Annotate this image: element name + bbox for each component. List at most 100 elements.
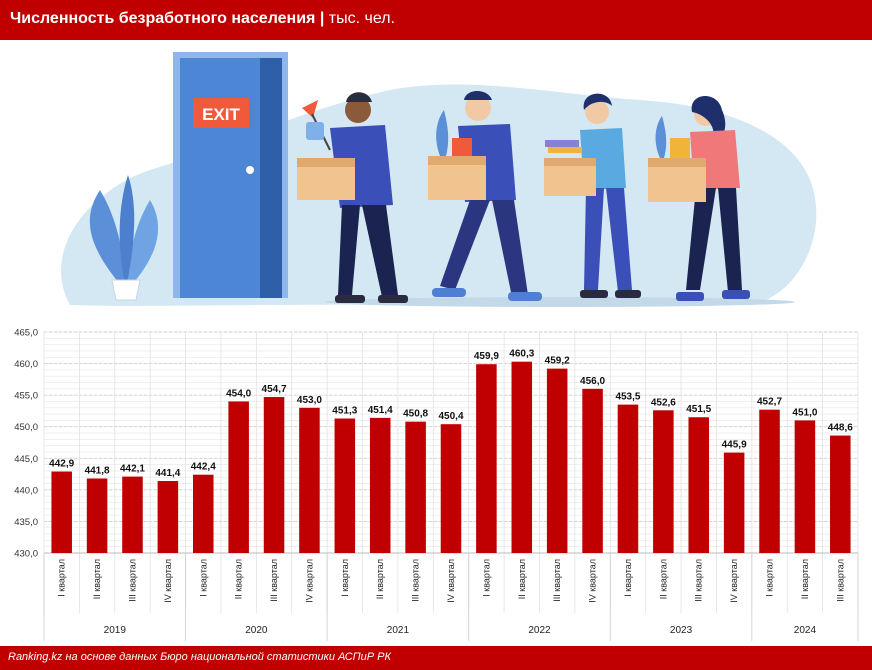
y-tick-label: 435,0 xyxy=(14,517,38,528)
year-labels: 2019 2020 2021 2022 2023 2024 xyxy=(43,553,859,641)
bar xyxy=(653,410,674,553)
bar xyxy=(192,474,214,553)
data-label: 445,9 xyxy=(722,440,747,451)
bar xyxy=(617,404,639,553)
data-label: 453,5 xyxy=(615,392,640,403)
bar xyxy=(476,364,497,553)
bar xyxy=(759,409,780,553)
x-tick-label: I квартал xyxy=(481,559,491,597)
x-tick-label: I квартал xyxy=(198,559,208,597)
data-label: 441,4 xyxy=(155,468,180,479)
x-tick-label: III квартал xyxy=(694,559,704,602)
x-tick-label: I квартал xyxy=(765,559,775,597)
bar xyxy=(228,401,249,553)
data-label: 450,8 xyxy=(403,409,428,420)
data-label: 459,2 xyxy=(545,356,570,367)
year-label: 2021 xyxy=(387,625,410,636)
source-note: Ranking.kz на основе данных Бюро национа… xyxy=(8,651,391,663)
data-label: 448,6 xyxy=(828,423,853,434)
data-label: 453,0 xyxy=(297,395,322,406)
header-bar: Численность безработного населения | тыс… xyxy=(0,0,872,40)
y-tick-label: 440,0 xyxy=(14,485,38,496)
x-axis-ticks: I квартал II квартал III квартал IV квартал… xyxy=(57,559,846,603)
bar xyxy=(688,417,710,553)
data-label: 452,7 xyxy=(757,397,782,408)
data-label: 442,4 xyxy=(191,462,216,473)
data-label: 460,3 xyxy=(509,349,534,360)
x-tick-label: I квартал xyxy=(623,559,633,597)
bar xyxy=(511,361,533,553)
bar xyxy=(405,421,426,553)
x-tick-label: II квартал xyxy=(517,559,527,599)
bar xyxy=(440,424,462,553)
x-tick-label: IV квартал xyxy=(588,559,598,603)
bar xyxy=(582,388,603,553)
y-tick-label: 465,0 xyxy=(14,328,38,339)
bar xyxy=(122,476,143,553)
worker-1 xyxy=(297,92,408,303)
worker-4 xyxy=(648,95,750,301)
potted-plant xyxy=(89,175,159,301)
year-label: 2024 xyxy=(794,625,817,636)
data-label: 450,4 xyxy=(438,411,463,422)
y-tick-label: 450,0 xyxy=(14,422,38,433)
title-text: Численность безработного населения xyxy=(10,10,316,27)
exit-door: EXIT xyxy=(173,52,288,298)
office-exit-illustration: EXIT xyxy=(61,52,817,307)
bar xyxy=(369,417,391,553)
x-tick-label: III квартал xyxy=(552,559,562,602)
y-axis-ticks: 430,0 435,0 440,0 445,0 450,0 455,0 460,0 465,0 xyxy=(14,328,38,560)
y-tick-label: 460,0 xyxy=(14,359,38,370)
worker-3 xyxy=(544,93,641,298)
door-knob xyxy=(246,166,254,174)
worker-2 xyxy=(428,91,542,301)
x-tick-label: IV квартал xyxy=(304,559,314,603)
chart-title: Численность безработного населения | тыс… xyxy=(10,10,395,28)
data-label: 451,4 xyxy=(368,405,393,416)
footer-bar: Ranking.kz на основе данных Бюро национа… xyxy=(0,646,872,670)
x-tick-label: IV квартал xyxy=(163,559,173,603)
x-tick-label: III квартал xyxy=(835,559,845,602)
x-tick-label: IV квартал xyxy=(729,559,739,603)
data-label: 456,0 xyxy=(580,376,605,387)
x-tick-label: II квартал xyxy=(375,559,385,599)
bars xyxy=(51,361,851,553)
x-tick-label: IV квартал xyxy=(446,559,456,603)
y-tick-label: 430,0 xyxy=(14,549,38,560)
year-label: 2019 xyxy=(104,625,127,636)
data-label: 452,6 xyxy=(651,397,676,408)
x-tick-label: II квартал xyxy=(800,559,810,599)
title-unit: тыс. чел. xyxy=(328,10,395,27)
bar xyxy=(546,368,568,553)
x-tick-label: I квартал xyxy=(57,559,67,597)
bar xyxy=(794,420,816,553)
data-label: 459,9 xyxy=(474,351,499,362)
year-label: 2022 xyxy=(528,625,551,636)
bar xyxy=(334,418,356,553)
bar xyxy=(723,452,745,553)
data-label: 451,3 xyxy=(332,406,357,417)
title-separator: | xyxy=(315,10,329,27)
exit-sign-text: EXIT xyxy=(202,105,240,124)
x-tick-label: III квартал xyxy=(411,559,421,602)
data-label: 454,0 xyxy=(226,388,251,399)
year-label: 2023 xyxy=(670,625,693,636)
data-label: 451,0 xyxy=(792,407,817,418)
exit-sign xyxy=(193,98,249,128)
data-label: 442,1 xyxy=(120,464,145,475)
data-labels: 442,9 441,8 442,1 441,4 442,4 454,0 454,7 453,0… xyxy=(49,349,853,479)
x-tick-label: II квартал xyxy=(234,559,244,599)
x-tick-label: III квартал xyxy=(269,559,279,602)
bar xyxy=(86,478,108,553)
bar-chart: 430,0 435,0 440,0 445,0 450,0 455,0 460,0 465,0… xyxy=(14,328,859,641)
data-label: 442,9 xyxy=(49,459,74,470)
data-label: 454,7 xyxy=(262,384,287,395)
x-tick-label: I квартал xyxy=(340,559,350,597)
x-tick-label: III квартал xyxy=(127,559,137,602)
y-tick-label: 445,0 xyxy=(14,454,38,465)
bar xyxy=(263,397,285,553)
x-tick-label: II квартал xyxy=(658,559,668,599)
bar xyxy=(157,481,179,553)
x-tick-label: II квартал xyxy=(92,559,102,599)
bar xyxy=(299,407,320,553)
